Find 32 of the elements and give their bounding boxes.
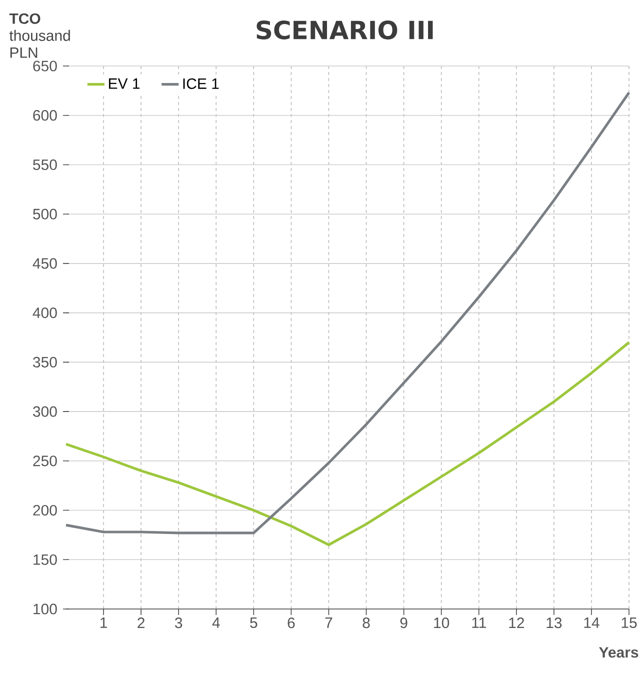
x-tick-label: 8 [362, 618, 370, 628]
y-tick-label: 500 [33, 208, 57, 220]
chart-title: SCENARIO III [256, 20, 433, 40]
y-tick-label: 250 [33, 456, 57, 466]
y-tick-label: 100 [34, 604, 57, 614]
x-tick-label: 11 [472, 618, 486, 628]
x-tick-label: 4 [212, 618, 220, 628]
y-tick-label: 450 [32, 258, 57, 269]
x-tick-label: 12 [509, 618, 524, 628]
x-tick-label: 3 [174, 618, 182, 628]
x-tick-label: 7 [325, 618, 332, 628]
x-tick-label: 10 [434, 618, 450, 628]
legend-label: EV 1 [108, 78, 140, 89]
y-tick-label: 150 [34, 554, 57, 565]
x-tick-label: 5 [250, 618, 258, 628]
x-tick-label: 2 [138, 618, 144, 628]
x-tick-label: 1 [100, 618, 107, 628]
y-tick-label: 550 [33, 159, 57, 170]
y-tick-label: 650 [33, 60, 57, 72]
x-tick-label: 14 [584, 618, 600, 628]
y-tick-label: 400 [32, 308, 57, 318]
y-tick-label: 300 [33, 406, 57, 417]
x-axis-title: Years [599, 647, 638, 658]
y-tick-label: 350 [33, 356, 57, 368]
x-tick-label: 9 [400, 618, 408, 628]
legend-label: ICE 1 [183, 78, 219, 89]
y-tick-label: 600 [33, 110, 57, 121]
x-tick-label: 15 [622, 618, 637, 628]
y-tick-label: 200 [33, 504, 57, 516]
x-tick-label: 13 [546, 618, 562, 628]
y-axis-title: TCO thousand PLN [9, 13, 70, 58]
x-tick-label: 6 [288, 618, 295, 628]
